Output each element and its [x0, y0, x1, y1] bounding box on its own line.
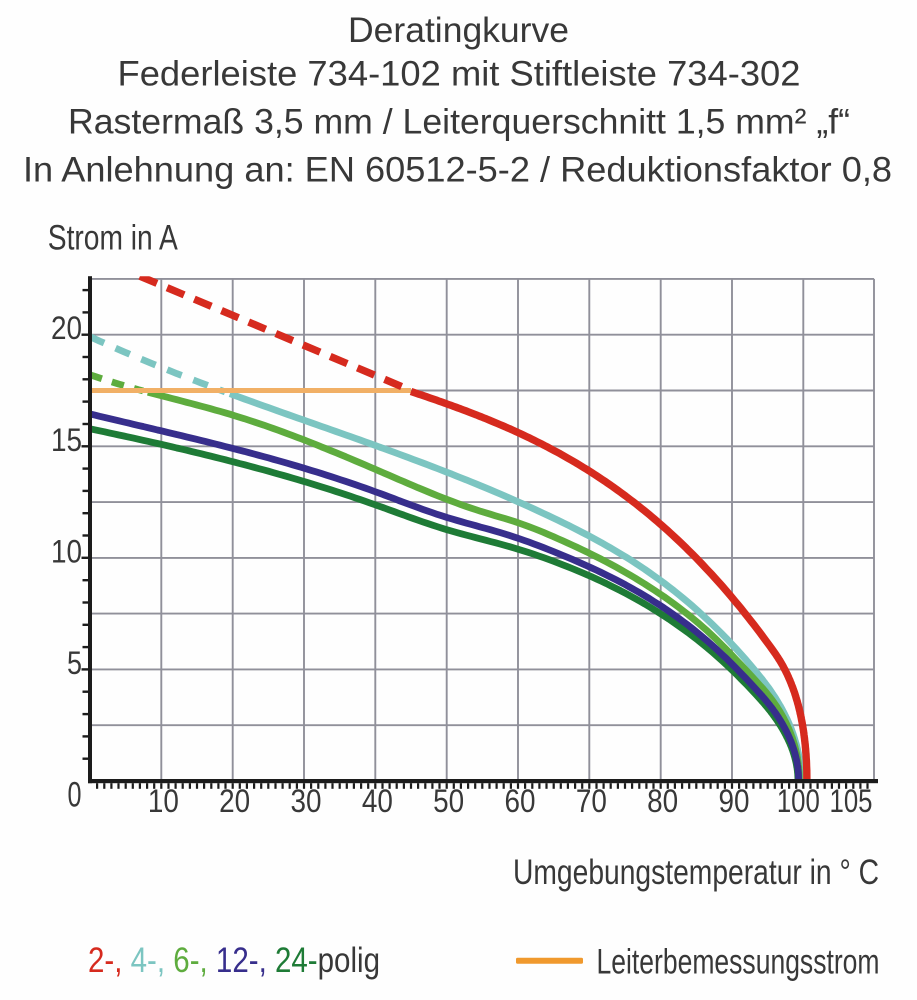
svg-text:Strom in A: Strom in A — [48, 217, 178, 257]
svg-text:20: 20 — [51, 310, 82, 346]
svg-text:0: 0 — [68, 775, 82, 815]
svg-text:90: 90 — [718, 783, 749, 819]
svg-text:10: 10 — [51, 533, 82, 569]
svg-text:100: 100 — [777, 783, 820, 819]
svg-text:Federleiste 734-102 mit Stiftl: Federleiste 734-102 mit Stiftleiste 734-… — [118, 54, 801, 94]
svg-text:15: 15 — [51, 422, 82, 458]
svg-text:80: 80 — [647, 783, 678, 819]
svg-text:Rastermaß 3,5 mm / Leiterquers: Rastermaß 3,5 mm / Leiterquerschnitt 1,5… — [68, 102, 850, 142]
svg-text:30: 30 — [290, 783, 321, 819]
svg-text:Umgebungstemperatur in ° C: Umgebungstemperatur in ° C — [513, 852, 879, 892]
svg-text:10: 10 — [148, 783, 179, 819]
svg-text:2-, 4-, 6-, 12-, 24-polig: 2-, 4-, 6-, 12-, 24-polig — [88, 940, 380, 980]
svg-text:70: 70 — [576, 783, 607, 819]
svg-text:Deratingkurve: Deratingkurve — [348, 10, 569, 50]
svg-text:105: 105 — [830, 783, 873, 819]
svg-text:In Anlehnung an: EN 60512-5-2: In Anlehnung an: EN 60512-5-2 / Reduktio… — [23, 150, 892, 190]
svg-text:5: 5 — [67, 645, 82, 681]
svg-text:40: 40 — [362, 783, 393, 819]
svg-text:60: 60 — [504, 783, 535, 819]
svg-text:20: 20 — [219, 783, 250, 819]
svg-text:Leiterbemessungsstrom: Leiterbemessungsstrom — [597, 941, 880, 981]
svg-text:50: 50 — [433, 783, 464, 819]
